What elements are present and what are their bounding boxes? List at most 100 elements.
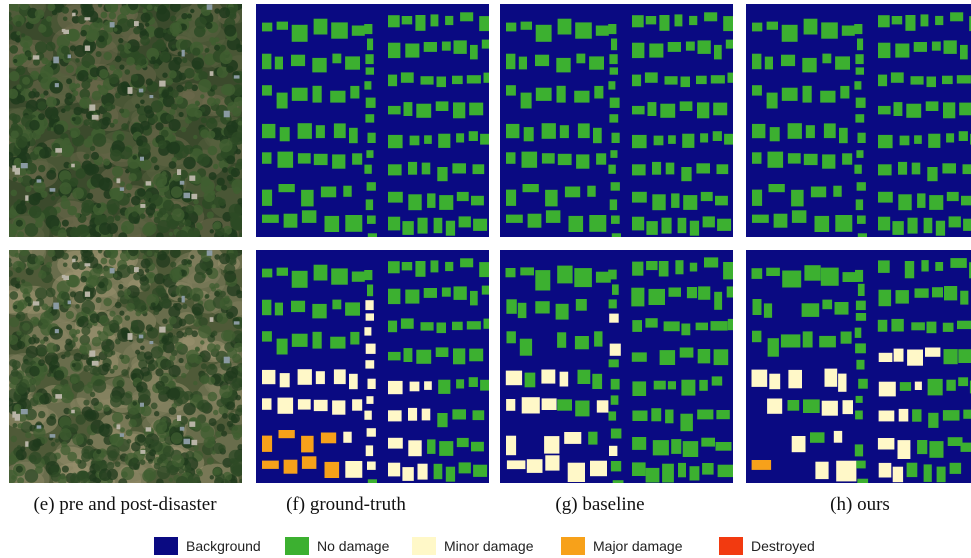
building-footprint — [700, 133, 709, 143]
roof — [139, 402, 144, 407]
tree-canopy — [60, 199, 71, 210]
building-footprint — [345, 56, 360, 70]
tree-canopy — [207, 391, 218, 402]
building-footprint — [505, 370, 523, 386]
building-footprint — [262, 53, 272, 70]
building-footprint — [727, 318, 733, 331]
tree-canopy — [9, 359, 17, 367]
tree-canopy — [25, 51, 32, 58]
roof — [67, 300, 71, 305]
tree-canopy — [140, 35, 151, 46]
building-footprint — [803, 153, 818, 166]
tree-canopy — [100, 257, 108, 265]
tree-canopy — [154, 273, 165, 285]
roof — [145, 427, 152, 432]
tree-canopy — [39, 269, 44, 274]
tree-canopy — [9, 257, 12, 263]
building-footprint — [506, 53, 516, 70]
tree-canopy — [22, 76, 31, 85]
building-footprint — [651, 408, 662, 422]
building-footprint — [697, 40, 711, 54]
building-footprint — [557, 332, 567, 348]
building-footprint — [632, 191, 647, 203]
building-footprint — [506, 189, 517, 206]
building-footprint — [349, 127, 358, 144]
tree-canopy — [181, 126, 187, 133]
building-footprint — [936, 466, 946, 483]
building-footprint — [854, 24, 863, 35]
building-footprint — [702, 463, 714, 475]
building-footprint — [914, 135, 922, 144]
tree-canopy — [187, 259, 192, 265]
tree-canopy — [183, 156, 196, 170]
building-footprint — [857, 38, 864, 51]
tree-canopy — [40, 436, 48, 444]
building-footprint — [345, 302, 360, 316]
building-footprint — [855, 199, 864, 211]
building-footprint — [436, 322, 446, 334]
building-footprint — [330, 90, 346, 103]
building-footprint — [893, 102, 903, 116]
building-footprint — [710, 321, 728, 331]
tree-canopy — [118, 232, 128, 237]
building-footprint — [541, 398, 557, 410]
building-footprint — [608, 81, 616, 90]
tree-canopy — [98, 4, 103, 8]
tree-canopy — [106, 445, 120, 459]
tree-canopy — [71, 15, 80, 24]
building-footprint — [262, 398, 272, 410]
tree-canopy — [230, 413, 240, 424]
tree-canopy — [92, 133, 107, 147]
roof — [119, 433, 125, 437]
tree-canopy — [135, 349, 141, 355]
tree-canopy — [235, 148, 241, 155]
tree-canopy — [133, 27, 141, 35]
tree-canopy — [35, 466, 43, 474]
tree-canopy — [91, 90, 102, 101]
building-footprint — [878, 260, 890, 273]
building-footprint — [332, 400, 346, 415]
building-footprint — [291, 54, 306, 67]
building-footprint — [608, 24, 617, 35]
tree-canopy — [132, 401, 137, 406]
building-footprint — [942, 322, 954, 332]
tree-canopy — [219, 253, 231, 265]
tree-canopy — [103, 404, 110, 412]
tree-canopy — [101, 92, 115, 107]
tree-canopy — [108, 73, 120, 85]
building-footprint — [416, 349, 432, 364]
tree-canopy — [91, 397, 99, 406]
tree-canopy — [150, 56, 156, 62]
tree-canopy — [92, 203, 105, 216]
building-footprint — [925, 347, 941, 357]
building-footprint — [632, 134, 647, 149]
tree-canopy — [171, 44, 176, 49]
tree-canopy — [13, 157, 22, 166]
tree-canopy — [99, 423, 113, 437]
roof — [179, 180, 185, 185]
tree-canopy — [138, 113, 148, 123]
building-footprint — [663, 321, 680, 332]
tree-canopy — [162, 89, 170, 97]
building-footprint — [576, 154, 590, 169]
tree-canopy — [154, 4, 159, 7]
tree-canopy — [79, 88, 91, 100]
building-footprint — [315, 371, 325, 385]
tree-canopy — [80, 4, 93, 12]
building-footprint — [522, 184, 539, 193]
tree-canopy — [61, 6, 69, 14]
building-footprint — [470, 44, 478, 60]
building-footprint — [680, 76, 690, 88]
building-footprint — [960, 44, 968, 60]
tree-canopy — [131, 126, 137, 133]
building-footprint — [416, 103, 432, 118]
tree-canopy — [12, 423, 18, 428]
segmentation-ours-pre — [746, 4, 971, 237]
building-footprint — [366, 396, 374, 404]
building-footprint — [660, 103, 676, 118]
building-footprint — [858, 378, 868, 389]
tree-canopy — [124, 315, 131, 321]
tree-canopy — [33, 58, 40, 66]
tree-canopy — [234, 96, 242, 107]
tree-canopy — [9, 11, 12, 17]
